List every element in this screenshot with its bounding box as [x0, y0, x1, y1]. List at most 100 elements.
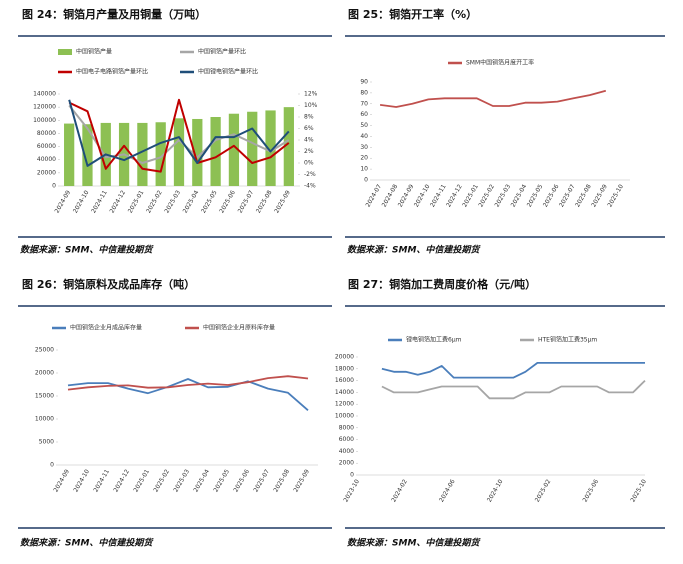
y2-tick-label: 12%	[304, 91, 318, 98]
x-tick-label: 2025-02	[145, 189, 164, 214]
y-tick-label: 30	[360, 144, 368, 151]
y-tick-label: 14000	[335, 389, 354, 396]
x-tick-label: 2025-05	[200, 189, 219, 214]
y-tick-label: 140000	[33, 91, 56, 98]
legend-label: 中国铜箔企业月成品库存量	[70, 324, 142, 332]
figure-title: 图 24：铜箔月产量及用铜量（万吨）	[22, 7, 206, 21]
x-tick-label: 2024-11	[90, 189, 109, 214]
legend-label: HTE铜箔加工费35μm	[538, 336, 597, 344]
x-tick-label: 2024-10	[486, 478, 505, 503]
legend-label: 中国铜箔企业月原料库存量	[203, 324, 275, 332]
x-tick-label: 2025-10	[606, 183, 625, 208]
bar	[137, 122, 148, 186]
x-tick-label: 2025-07	[237, 189, 256, 214]
legend-label: 中国铜箔产量环比	[198, 48, 246, 56]
line-series	[381, 362, 645, 379]
bar	[228, 113, 240, 186]
x-tick-label: 2024-10	[72, 189, 91, 214]
legend-label: SMM中国铜箔月度开工率	[466, 59, 534, 67]
x-tick-label: 2025-04	[182, 189, 201, 214]
y-tick-label: 60	[360, 111, 368, 118]
y-tick-label: 50	[360, 122, 368, 129]
y-tick-label: 20	[360, 155, 368, 162]
x-tick-label: 2024-06	[438, 478, 457, 503]
source: 数据来源：SMM、中信建投期货	[347, 538, 481, 549]
y-tick-label: 90	[360, 79, 368, 86]
y-tick-label: 10000	[35, 416, 54, 423]
bar	[192, 118, 203, 186]
y-tick-label: 12000	[335, 401, 354, 408]
x-tick-label: 2025-02	[534, 478, 553, 503]
legend-label: 锂电铜箔加工费6μm	[406, 336, 462, 344]
x-tick-label: 2025-01	[132, 468, 151, 493]
legend-label: 中国电子电路铜箔产量环比	[76, 68, 148, 76]
x-tick-label: 2025-09	[273, 189, 292, 214]
y-tick-label: 0	[50, 462, 54, 469]
x-tick-label: 2024-12	[109, 189, 128, 214]
x-tick-label: 2025-03	[163, 189, 182, 214]
source: 数据来源：SMM、中信建投期货	[347, 245, 481, 256]
y-tick-label: 10	[360, 166, 368, 173]
y-tick-label: 120000	[33, 104, 56, 111]
bar	[210, 117, 221, 186]
x-tick-label: 2024-10	[72, 468, 91, 493]
y-tick-label: 100000	[33, 117, 56, 124]
y2-tick-label: -4%	[304, 183, 316, 190]
line-series	[67, 378, 309, 411]
y-tick-label: 60000	[37, 143, 56, 150]
bar	[247, 111, 258, 186]
y-tick-label: 5000	[39, 439, 54, 446]
bar	[64, 123, 75, 186]
x-tick-label: 2025-09	[292, 468, 311, 493]
x-tick-label: 2025-07	[252, 468, 271, 493]
bar	[82, 124, 93, 186]
y-tick-label: 0	[364, 177, 368, 184]
bar	[265, 110, 276, 186]
y-tick-label: 80000	[37, 130, 56, 137]
y-tick-label: 0	[350, 472, 354, 479]
line-series	[67, 375, 309, 391]
y-tick-label: 25000	[35, 347, 54, 354]
bar	[173, 118, 185, 186]
x-tick-label: 2025-06	[232, 468, 251, 493]
x-tick-label: 2025-02	[152, 468, 171, 493]
y-tick-label: 4000	[339, 448, 354, 455]
y-tick-label: 18000	[335, 365, 354, 372]
y2-tick-label: 8%	[304, 114, 314, 121]
x-tick-label: 2025-03	[172, 468, 191, 493]
y-tick-label: 2000	[339, 460, 354, 467]
figure-title: 图 26：铜箔原料及成品库存（吨）	[22, 277, 195, 291]
x-tick-label: 2025-01	[127, 189, 146, 214]
x-tick-label: 2025-06	[582, 478, 601, 503]
y2-tick-label: 6%	[304, 125, 314, 132]
x-tick-label: 2024-02	[390, 478, 409, 503]
source: 数据来源：SMM、中信建投期货	[20, 538, 154, 549]
bar	[155, 122, 166, 186]
x-tick-label: 2024-09	[52, 468, 71, 493]
y-tick-label: 6000	[339, 436, 354, 443]
y-tick-label: 20000	[37, 169, 56, 176]
y2-tick-label: 4%	[304, 137, 314, 144]
x-tick-label: 2025-08	[255, 189, 274, 214]
y2-tick-label: 10%	[304, 102, 318, 109]
x-tick-label: 2025-06	[218, 189, 237, 214]
y2-tick-label: 2%	[304, 148, 314, 155]
line-series	[379, 89, 607, 108]
x-tick-label: 2025-10	[629, 478, 648, 503]
x-tick-label: 2025-08	[272, 468, 291, 493]
bar	[283, 107, 294, 186]
x-tick-label: 2023-10	[342, 478, 361, 503]
y-tick-label: 80	[360, 89, 368, 96]
line-series	[68, 98, 290, 173]
y-tick-label: 40000	[37, 156, 56, 163]
x-tick-label: 2025-05	[212, 468, 231, 493]
y-tick-label: 20000	[335, 354, 354, 361]
source: 数据来源：SMM、中信建投期货	[20, 245, 154, 256]
y-tick-label: 16000	[335, 377, 354, 384]
legend-label: 中国铜箔产量	[76, 48, 112, 56]
figure-title: 图 25：铜箔开工率（%）	[348, 7, 477, 21]
y-tick-label: 0	[52, 183, 56, 190]
figure-title: 图 27：铜箔加工费周度价格（元/吨）	[348, 277, 536, 291]
y2-tick-label: 0%	[304, 160, 314, 167]
y-tick-label: 15000	[35, 393, 54, 400]
